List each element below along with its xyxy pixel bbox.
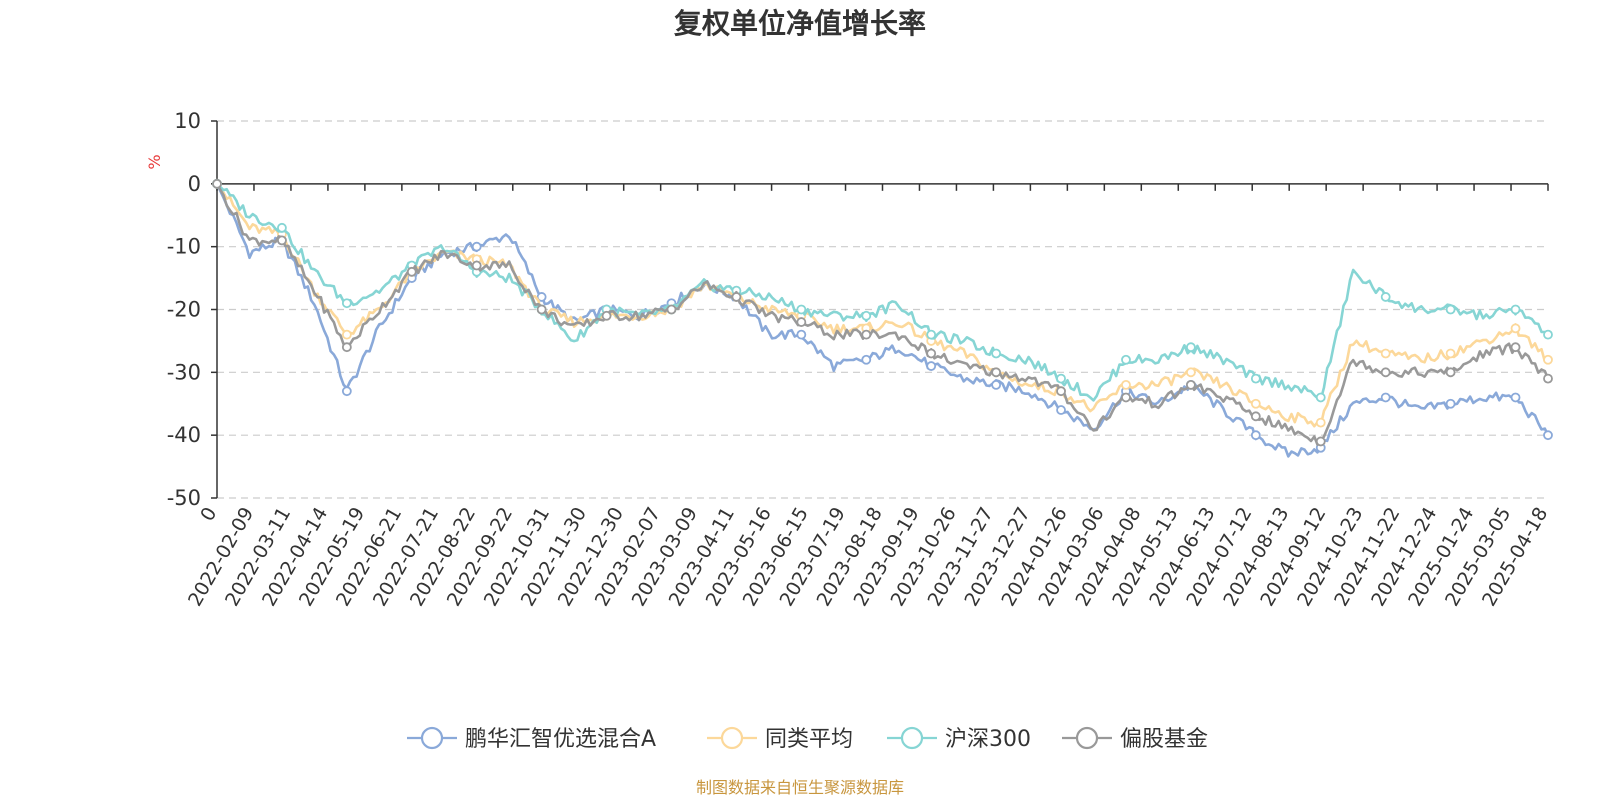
series-line: [216, 182, 1549, 402]
series-point: [1380, 348, 1391, 359]
series-point: [1445, 398, 1456, 409]
y-tick-label: 0: [188, 172, 201, 196]
series-point: [1543, 373, 1553, 384]
series-point: [861, 354, 872, 365]
y-axis: 10 0 -10 -20 -30 -40 -50: [167, 109, 218, 510]
series-point: [341, 386, 352, 397]
series-point: [991, 348, 1002, 359]
series-point: [1250, 430, 1261, 441]
series-lines: [212, 178, 1553, 458]
x-axis: 02022-02-092022-03-112022-04-142022-05-1…: [184, 183, 1552, 610]
x-tick-label: 0: [196, 504, 221, 525]
y-tick-label: -20: [167, 298, 201, 322]
series-point: [277, 222, 287, 233]
series-point: [861, 329, 872, 340]
legend-marker: [420, 726, 444, 750]
series-point: [1315, 392, 1326, 403]
series-point: [536, 304, 547, 315]
series-point: [796, 329, 807, 340]
series-point: [1543, 329, 1553, 340]
legend-item[interactable]: 同类平均: [707, 726, 853, 752]
series-point: [341, 298, 352, 309]
series-point: [926, 361, 937, 371]
series-point: [471, 260, 482, 271]
series-point: [1510, 342, 1521, 353]
series-point: [1315, 436, 1326, 447]
series-point: [1056, 405, 1066, 415]
legend[interactable]: 鹏华汇智优选混合A 同类平均 沪深300 偏股基金: [407, 726, 1208, 752]
series-point: [1543, 430, 1553, 441]
y-tick-label: 10: [174, 109, 201, 133]
legend-item[interactable]: 沪深300: [887, 726, 1031, 752]
series-point: [926, 348, 937, 359]
chart-title: 复权单位净值增长率: [674, 7, 926, 40]
series-point: [731, 292, 742, 302]
series-point: [1250, 411, 1261, 422]
y-axis-unit: %: [145, 154, 164, 169]
series-point: [1186, 342, 1196, 353]
series-point: [991, 379, 1002, 390]
series-point: [1510, 323, 1521, 334]
series-point: [1543, 354, 1553, 365]
series-point: [1056, 373, 1066, 384]
series-point: [1445, 367, 1456, 378]
series-point: [1510, 392, 1521, 403]
series-point: [1315, 417, 1326, 428]
legend-marker: [720, 726, 744, 750]
series-point: [406, 266, 417, 277]
series-point: [1380, 392, 1391, 403]
series-point: [1445, 348, 1456, 359]
legend-label: 同类平均: [765, 727, 853, 752]
series-point: [1121, 354, 1131, 365]
series-point: [341, 342, 352, 353]
y-tick-label: -30: [167, 360, 201, 384]
series-line: [215, 183, 1550, 446]
series-point: [666, 304, 677, 315]
series-point: [536, 292, 547, 302]
y-tick-label: -50: [167, 486, 201, 510]
series-point: [1121, 379, 1131, 390]
legend-marker: [900, 726, 924, 750]
y-tick-label: -10: [167, 235, 201, 259]
y-tick-label: -40: [167, 423, 201, 447]
legend-label: 偏股基金: [1120, 727, 1208, 752]
series-point: [796, 317, 807, 327]
grid-lines: [217, 120, 1548, 499]
series-point: [796, 304, 807, 315]
series-point: [1056, 386, 1066, 397]
series-point: [1380, 292, 1391, 302]
series-point: [277, 235, 287, 246]
series-point: [1186, 379, 1196, 390]
data-source-note: 制图数据来自恒生聚源数据库: [696, 778, 904, 797]
series-point: [1250, 373, 1261, 384]
series-point: [1380, 367, 1391, 378]
series-line: [215, 183, 1550, 458]
series-point: [212, 178, 222, 189]
series-point: [601, 310, 612, 321]
series-point: [1250, 398, 1261, 409]
series-point: [991, 367, 1002, 378]
series-point: [1445, 304, 1456, 315]
series-point: [1121, 392, 1131, 403]
legend-marker: [1075, 726, 1099, 750]
legend-label: 鹏华汇智优选混合A: [465, 727, 656, 752]
series-point: [1510, 304, 1521, 315]
series-point: [861, 310, 872, 321]
legend-label: 沪深300: [945, 727, 1031, 752]
series-point: [1186, 367, 1196, 378]
legend-item[interactable]: 偏股基金: [1062, 726, 1208, 752]
series-point: [341, 329, 352, 340]
series-point: [471, 241, 482, 252]
series-point: [926, 329, 937, 340]
legend-item[interactable]: 鹏华汇智优选混合A: [407, 726, 656, 752]
